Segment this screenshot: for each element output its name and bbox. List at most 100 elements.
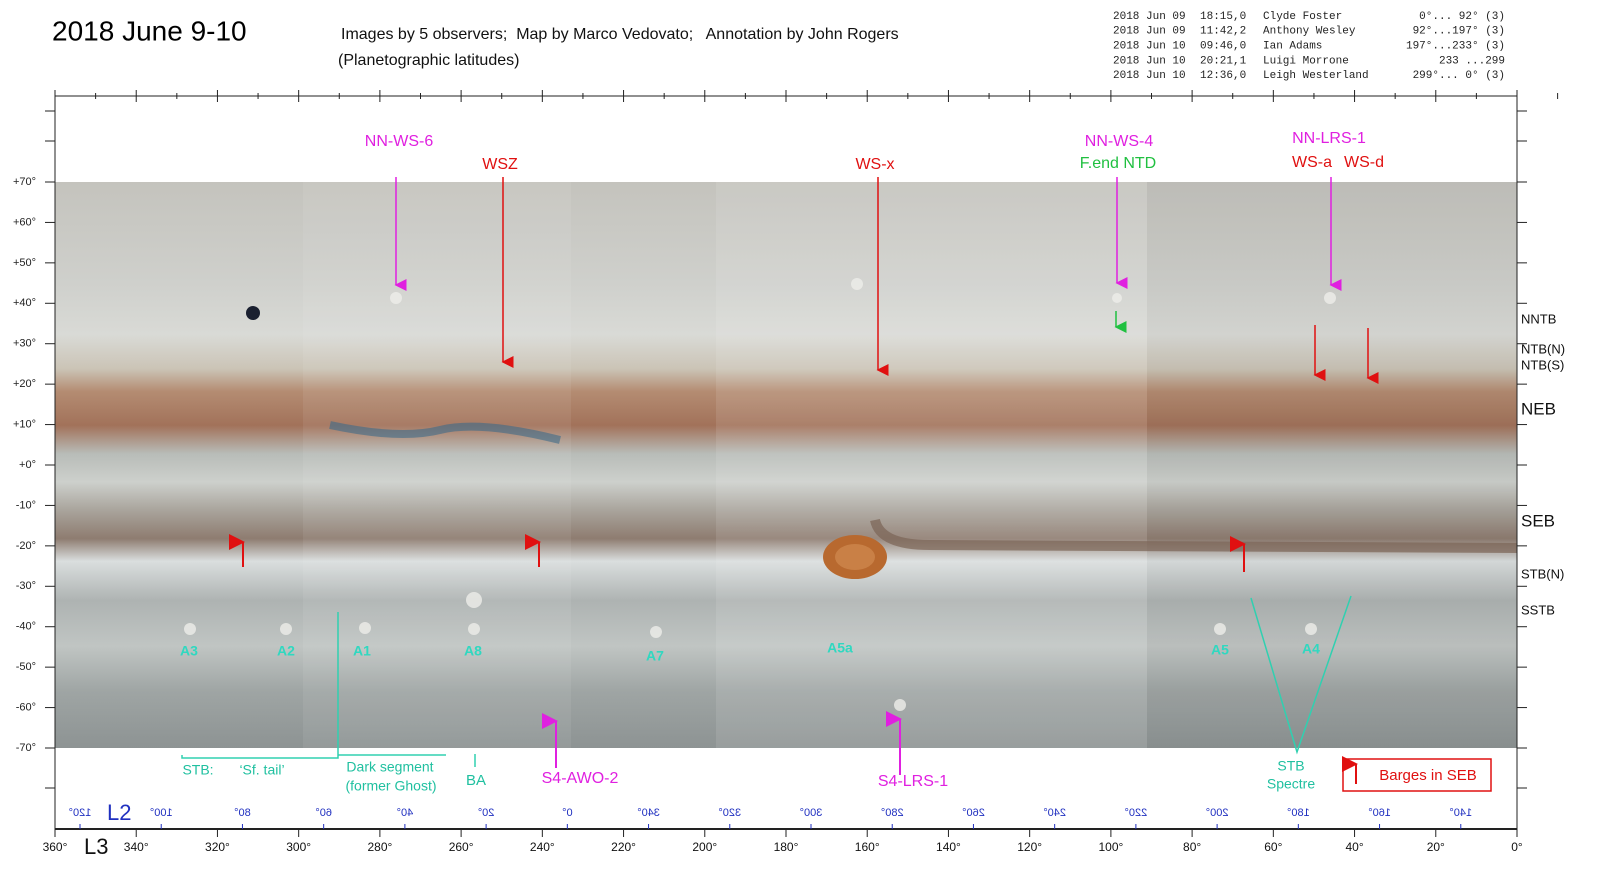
latitude-label: -50° — [16, 661, 36, 673]
l2-label-group: 220° — [1125, 807, 1148, 819]
l2-label: 300° — [800, 807, 823, 819]
credits: Images by 5 observers; Map by Marco Vedo… — [341, 26, 899, 43]
l2-label: 140° — [1449, 807, 1472, 819]
l2-label: 340° — [637, 807, 660, 819]
l2-label: 200° — [1206, 807, 1229, 819]
observation-cell: 2018 Jun 09 — [1113, 11, 1186, 23]
observation-cell: 2018 Jun 10 — [1113, 41, 1186, 53]
observation-cell: 20:21,1 — [1200, 55, 1247, 67]
observation-cell: 18:15,0 — [1200, 11, 1246, 23]
l2-label-group: 40° — [397, 807, 414, 819]
annotation: WS-x — [855, 156, 894, 173]
latitude-label: +60° — [13, 216, 36, 228]
observation-cell: 2018 Jun 09 — [1113, 26, 1186, 38]
annotation: NN-LRS-1 — [1292, 130, 1366, 147]
latitude-label: -30° — [16, 580, 36, 592]
observation-cell: Leigh Westerland — [1263, 70, 1369, 82]
observation-cell: 11:42,2 — [1200, 26, 1246, 38]
latitude-label: +40° — [13, 297, 36, 309]
l3-label: 300° — [286, 840, 311, 854]
annotation: A4 — [1302, 641, 1320, 657]
l3-label: 280° — [367, 840, 392, 854]
arrows — [181, 177, 1492, 792]
l2-label: 40° — [397, 807, 414, 819]
l2-label-group: 0° — [562, 807, 573, 819]
annotation: ‘Sf. tail’ — [239, 762, 284, 778]
l3-label: 20° — [1427, 840, 1445, 854]
l3-label: 340° — [124, 840, 149, 854]
latitude-label: +10° — [13, 418, 36, 430]
observation-cell: Clyde Foster — [1263, 11, 1342, 23]
l2-label-group: 280° — [881, 807, 904, 819]
l2-label-group: 160° — [1368, 807, 1391, 819]
annotation: Barges in SEB — [1379, 767, 1477, 784]
annotation: NN-WS-6 — [365, 133, 434, 150]
observation-cell: 0°... 92° (3) — [1419, 11, 1505, 23]
annotation: A8 — [464, 643, 482, 659]
annotation: A5a — [827, 640, 853, 656]
annotation: A7 — [646, 648, 664, 664]
l2-label-group: 300° — [800, 807, 823, 819]
latitude-label: +30° — [13, 338, 36, 350]
l3-label: 80° — [1183, 840, 1201, 854]
l2-name: L2 — [107, 800, 131, 825]
annotation: BA — [466, 772, 486, 789]
l3-label: 180° — [774, 840, 799, 854]
latitude-label: -10° — [16, 499, 36, 511]
l3-label: 240° — [530, 840, 555, 854]
annotation: WS-d — [1344, 154, 1384, 171]
l2-label: 20° — [478, 807, 495, 819]
l2-label: 120° — [69, 807, 92, 819]
l2-label-group: 100° — [150, 807, 173, 819]
annotation: Spectre — [1267, 776, 1315, 792]
observation-cell: 197°...233° (3) — [1406, 41, 1505, 53]
l3-label: 0° — [1511, 840, 1523, 854]
belt-label: NEB — [1521, 399, 1556, 418]
l2-label-group: 140° — [1449, 807, 1472, 819]
annotation: A3 — [180, 643, 198, 659]
l2-label-group: 320° — [718, 807, 741, 819]
l2-label-group: 340° — [637, 807, 660, 819]
l2-label: 0° — [562, 807, 573, 819]
belt-label: SSTB — [1521, 602, 1555, 617]
subtitle: (Planetographic latitudes) — [338, 52, 519, 69]
belt-label: NTB(N) — [1521, 341, 1565, 356]
l3-label: 200° — [692, 840, 717, 854]
l3-label: 40° — [1345, 840, 1363, 854]
l2-label: 280° — [881, 807, 904, 819]
l2-label-group: 180° — [1287, 807, 1310, 819]
latitude-label: -60° — [16, 701, 36, 713]
observation-cell: 2018 Jun 10 — [1113, 70, 1186, 82]
l3-label: 100° — [1098, 840, 1123, 854]
annotation: A5 — [1211, 642, 1229, 658]
l2-label: 60° — [315, 807, 332, 819]
annotation: Dark segment — [346, 759, 433, 775]
l3-label: 260° — [449, 840, 474, 854]
annotation: STB — [1277, 758, 1304, 774]
l2-label: 260° — [962, 807, 985, 819]
belt-label: NNTB — [1521, 311, 1556, 326]
observation-cell: 2018 Jun 10 — [1113, 55, 1186, 67]
l2-label: 320° — [718, 807, 741, 819]
annotation: WS-a — [1292, 154, 1332, 171]
l2-label: 220° — [1125, 807, 1148, 819]
tick-marks — [45, 90, 1559, 837]
l3-label: 160° — [855, 840, 880, 854]
belt-label: STB(N) — [1521, 566, 1564, 581]
title: 2018 June 9-10 — [52, 15, 247, 46]
annotation: WSZ — [482, 156, 518, 173]
annotation: S4-AWO-2 — [542, 770, 619, 787]
belt-label: SEB — [1521, 511, 1555, 530]
latitude-label: -70° — [16, 742, 36, 754]
l3-label: 140° — [936, 840, 961, 854]
l2-label-group: 260° — [962, 807, 985, 819]
latitude-label: +0° — [19, 459, 36, 471]
latitude-label: +70° — [13, 176, 36, 188]
latitude-label: +20° — [13, 378, 36, 390]
annotation: NN-WS-4 — [1085, 133, 1154, 150]
l2-label: 100° — [150, 807, 173, 819]
l2-label-group: 200° — [1206, 807, 1229, 819]
l3-label: 360° — [43, 840, 68, 854]
labels: 2018 Jun 09 18:15,0 Clyde Foster 0°... 92° … — [13, 11, 1565, 859]
l3-label: 120° — [1017, 840, 1042, 854]
